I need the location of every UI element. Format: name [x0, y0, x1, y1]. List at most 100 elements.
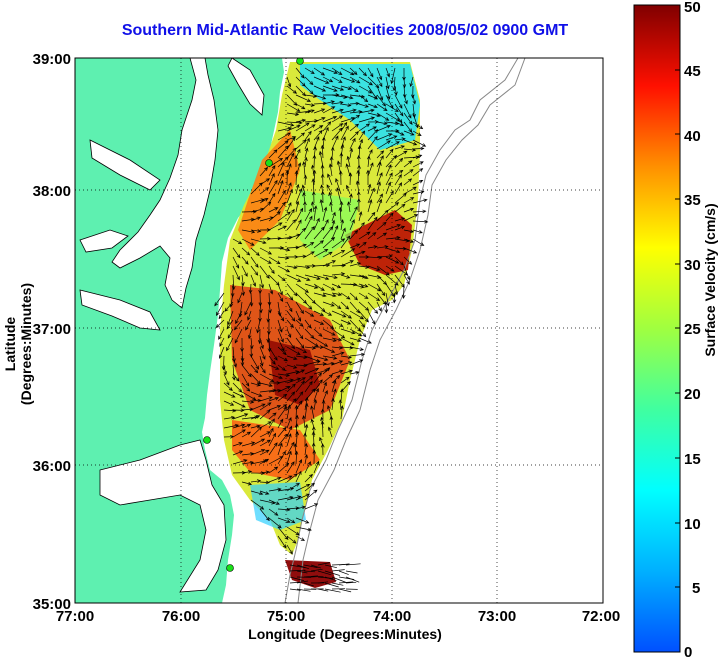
velocity-arrow [286, 76, 292, 88]
velocity-arrow [349, 328, 363, 337]
velocity-arrow [322, 106, 336, 114]
velocity-arrow [304, 156, 308, 168]
velocity-arrow [259, 301, 263, 314]
velocity-arrow [367, 162, 374, 177]
velocity-arrow [376, 140, 391, 150]
velocity-arrow [412, 94, 417, 105]
velocity-arrow [277, 319, 283, 333]
velocity-arrow [358, 310, 369, 323]
velocity-arrow [286, 417, 292, 429]
velocity-arrow [304, 208, 313, 222]
velocity-arrow [412, 190, 425, 195]
velocity-arrow [340, 85, 352, 90]
radar-station-marker [265, 159, 273, 167]
velocity-arrow [403, 265, 411, 281]
velocity-arrow [376, 76, 383, 88]
velocity-arrow [331, 108, 344, 114]
velocity-arrow [286, 433, 292, 447]
velocity-arrow [403, 207, 415, 213]
velocity-arrow [268, 418, 275, 429]
velocity-arrow [322, 283, 336, 291]
velocity-arrow [286, 482, 300, 492]
velocity-arrow [338, 206, 343, 222]
velocity-arrow [303, 174, 308, 186]
velocity-arrow [232, 364, 236, 381]
velocity-arrow [394, 112, 403, 124]
colorbar-tick-label: 20 [684, 386, 701, 403]
velocity-arrow [322, 115, 338, 123]
velocity-arrow [385, 135, 398, 141]
velocity-arrow [249, 292, 254, 307]
velocity-arrow [313, 117, 326, 123]
velocity-arrow [286, 517, 296, 524]
velocity-arrow [335, 178, 342, 195]
velocity-arrow [250, 229, 262, 233]
velocity-arrow [385, 141, 400, 150]
velocity-arrow [349, 229, 359, 240]
velocity-arrow [237, 292, 243, 304]
velocity-arrow [367, 216, 378, 231]
colorbar-tick-label: 50 [684, 0, 701, 16]
velocity-arrow [313, 337, 329, 347]
velocity-arrow [286, 391, 296, 402]
velocity-arrow [358, 301, 370, 311]
velocity-arrow [241, 382, 251, 392]
velocity-arrow [250, 247, 260, 256]
velocity-arrow [304, 380, 313, 393]
velocity-arrow [241, 391, 257, 401]
velocity-arrow [349, 67, 358, 76]
velocity-arrow [313, 94, 327, 100]
velocity-arrow [394, 157, 404, 168]
velocity-arrow [358, 231, 371, 240]
velocity-arrow [345, 576, 360, 583]
velocity-arrow [295, 328, 304, 340]
velocity-arrow [403, 139, 418, 146]
velocity-arrow [250, 438, 266, 447]
velocity-arrow [403, 112, 413, 125]
colorbar-tick-label: 35 [684, 192, 701, 209]
velocity-arrow [277, 462, 290, 474]
velocity-arrow [277, 418, 284, 429]
velocity-arrow [277, 161, 285, 177]
velocity-arrow [331, 388, 337, 402]
velocity-arrow [268, 355, 276, 365]
velocity-arrow [303, 575, 318, 578]
velocity-arrow [313, 76, 330, 84]
velocity-arrow [376, 265, 390, 276]
colorbar-tick-label: 10 [684, 516, 701, 533]
velocity-arrow [311, 191, 316, 204]
velocity-arrow [294, 154, 298, 167]
velocity-arrow [268, 283, 274, 295]
velocity-arrow [412, 154, 423, 159]
velocity-arrow [320, 190, 325, 204]
velocity-arrow [249, 337, 254, 350]
velocity-arrow [385, 224, 401, 231]
velocity-arrow [295, 363, 308, 368]
velocity-arrow [289, 588, 301, 591]
velocity-arrow [367, 274, 382, 279]
map-grid [75, 58, 603, 603]
velocity-arrow [286, 383, 296, 393]
velocity-arrow [223, 391, 236, 398]
velocity-arrow [367, 232, 377, 240]
velocity-arrow [235, 310, 243, 325]
colorbar [633, 4, 681, 653]
velocity-arrow [304, 215, 313, 231]
velocity-arrow [286, 163, 292, 177]
velocity-arrow [223, 364, 228, 376]
velocity-arrow [241, 283, 245, 297]
velocity-arrow [340, 376, 350, 384]
velocity-arrow [223, 382, 233, 392]
velocity-arrow [322, 390, 328, 402]
velocity-arrow [268, 346, 278, 361]
velocity-arrow [295, 493, 311, 501]
velocity-arrow [303, 570, 316, 573]
velocity-arrow [277, 201, 286, 213]
velocity-arrow [310, 201, 315, 213]
velocity-arrow [304, 124, 316, 132]
velocity-arrow [304, 328, 315, 339]
velocity-arrow [285, 169, 290, 186]
velocity-arrow [250, 373, 261, 385]
velocity-arrow [358, 211, 363, 222]
velocity-arrow [286, 94, 298, 106]
